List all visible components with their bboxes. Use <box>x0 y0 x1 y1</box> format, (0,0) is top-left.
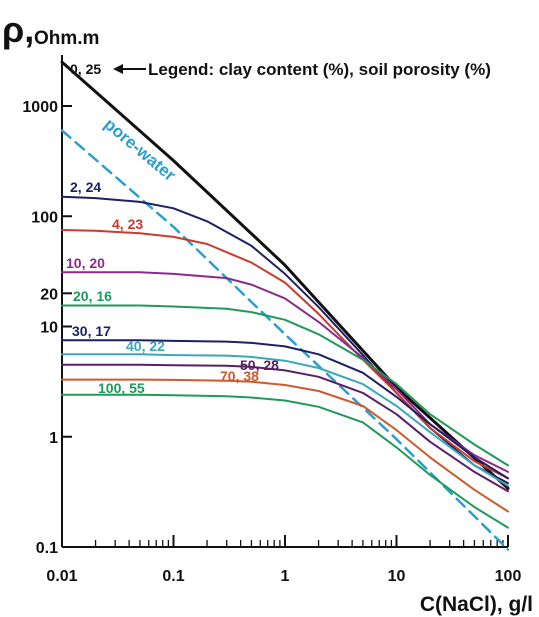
series-line-10-20 <box>61 271 509 473</box>
y-axis-symbol: ρ, <box>2 9 34 50</box>
series-lines <box>60 60 510 551</box>
y-tick-label: 10 <box>40 320 58 337</box>
series-line-40-22 <box>61 353 509 487</box>
series-line-4-23 <box>61 229 509 480</box>
series-line-100-55 <box>61 393 509 529</box>
series-label-50-28: 50, 28 <box>240 357 279 373</box>
series-label-70-38: 70, 38 <box>220 368 259 384</box>
x-tick-label: 0.01 <box>46 568 77 585</box>
series-label-20-16: 20, 16 <box>73 288 112 304</box>
y-tick-label: 1 <box>49 430 58 447</box>
x-axis-title: C(NaCl), g/l <box>420 593 533 616</box>
series-line-0-25 <box>60 60 510 490</box>
legend-series-label: 0, 25 <box>70 61 101 77</box>
series-line-pore-water <box>60 129 510 551</box>
axis-ticks: 0.1 1 10 20 100 1000 0.01 0.1 1 10 100 <box>22 99 521 585</box>
series-line-30-17 <box>61 339 509 480</box>
y-axis-unit: Ohm.m <box>34 28 99 49</box>
pore-water-label: pore-water <box>100 115 179 186</box>
series-labels: 2, 24 4, 23 10, 20 20, 16 30, 17 40, 22 50, 28… <box>66 179 279 396</box>
series-label-2-24: 2, 24 <box>70 179 101 195</box>
series-label-100-55: 100, 55 <box>98 380 145 396</box>
y-tick-label: 100 <box>31 209 58 226</box>
series-label-30-17: 30, 17 <box>72 323 111 339</box>
series-label-4-23: 4, 23 <box>112 216 143 232</box>
x-tick-label: 0.1 <box>162 568 184 585</box>
x-tick-label: 10 <box>388 568 406 585</box>
y-tick-label: 20 <box>40 286 58 303</box>
series-line-20-16 <box>61 304 509 467</box>
series-line-50-28 <box>61 363 509 493</box>
legend-arrow-head <box>113 64 123 74</box>
y-tick-label: 0.1 <box>36 540 58 557</box>
x-tick-label: 1 <box>281 568 290 585</box>
legend-annotation: 0, 25 Legend: clay content (%), soil por… <box>70 60 491 79</box>
series-line-70-38 <box>61 378 509 513</box>
legend-text: Legend: clay content (%), soil porosity … <box>148 60 491 79</box>
x-tick-label: 100 <box>495 568 522 585</box>
series-label-40-22: 40, 22 <box>126 338 165 354</box>
series-label-10-20: 10, 20 <box>66 255 105 271</box>
y-tick-label: 1000 <box>22 99 58 116</box>
